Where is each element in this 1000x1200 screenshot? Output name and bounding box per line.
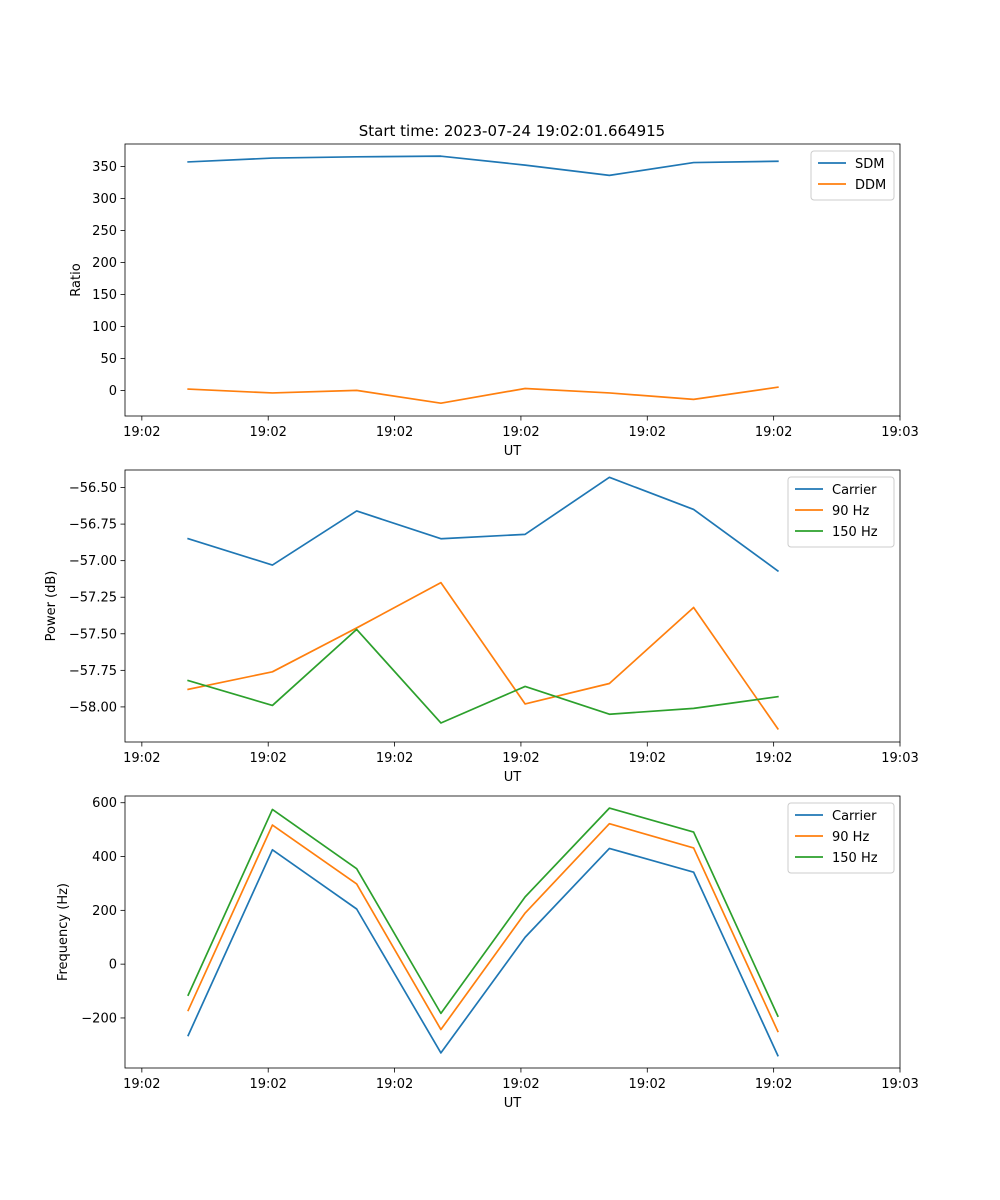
chart-2-legend-label-150-hz: 150 Hz xyxy=(832,525,878,540)
chart-3-ytick-label: 0 xyxy=(109,958,117,973)
chart-1-xtick-label: 19:02 xyxy=(376,425,413,440)
chart-1-series-sdm xyxy=(187,155,779,177)
chart-2-xtick-label: 19:03 xyxy=(881,751,918,766)
chart-2-ytick-label: −56.75 xyxy=(69,518,117,533)
chart-1-ytick-label: 150 xyxy=(92,288,117,303)
chart-2-ytick-label: −57.00 xyxy=(69,554,117,569)
chart-3-xtick-label: 19:02 xyxy=(249,1077,286,1092)
chart-2-ytick-label: −58.00 xyxy=(69,700,117,715)
chart-2-xlabel: UT xyxy=(504,770,522,785)
chart-1-legend-label-ddm: DDM xyxy=(855,178,886,193)
chart-3-ylabel: Frequency (Hz) xyxy=(56,883,71,981)
chart-3-xtick-label: 19:02 xyxy=(502,1077,539,1092)
chart-2-xtick-label: 19:02 xyxy=(502,751,539,766)
chart-1-ylabel: Ratio xyxy=(69,263,84,296)
chart-2-xtick-label: 19:02 xyxy=(123,751,160,766)
chart-3-xtick-label: 19:02 xyxy=(123,1077,160,1092)
chart-1-xtick-label: 19:02 xyxy=(123,425,160,440)
chart-1-ytick-label: 100 xyxy=(92,320,117,335)
chart-3-legend-label-90-hz: 90 Hz xyxy=(832,830,869,845)
chart-3-legend: Carrier 90 Hz 150 Hz xyxy=(787,802,895,874)
chart-3-ytick-label: 400 xyxy=(92,850,117,865)
chart-2-ylabel: Power (dB) xyxy=(44,571,59,642)
chart-2: 19:02 19:02 19:02 19:02 19:02 19:02 19:03 −58.0… xyxy=(44,469,919,785)
chart-3-xtick-label: 19:02 xyxy=(376,1077,413,1092)
chart-1-xlabel: UT xyxy=(504,444,522,459)
chart-1-ytick-label: 200 xyxy=(92,256,117,271)
chart-3-legend-label-150-hz: 150 Hz xyxy=(832,851,878,866)
chart-3-series-150-hz xyxy=(187,807,779,1018)
chart-3-xlabel: UT xyxy=(504,1096,522,1111)
chart-2-xtick-label: 19:02 xyxy=(249,751,286,766)
chart-2-ytick-label: −57.25 xyxy=(69,591,117,606)
chart-1-xtick-label: 19:02 xyxy=(502,425,539,440)
figure-title: Start time: 2023-07-24 19:02:01.664915 xyxy=(359,122,665,140)
chart-1-plot-area xyxy=(124,143,901,417)
chart-2-xtick-label: 19:02 xyxy=(755,751,792,766)
chart-2-legend-frame xyxy=(787,476,895,548)
chart-1-ytick-label: 350 xyxy=(92,160,117,175)
chart-3-xtick-label: 19:02 xyxy=(755,1077,792,1092)
chart-2-xtick-label: 19:02 xyxy=(629,751,666,766)
chart-2-series-90-hz xyxy=(187,581,780,731)
charts: 19:02 19:02 19:02 19:02 19:02 19:02 19:03 0 50 10… xyxy=(44,143,919,1111)
chart-3-legend-label-carrier: Carrier xyxy=(832,809,877,824)
chart-2-ytick-label: −56.50 xyxy=(69,481,117,496)
chart-1-ytick-label: 250 xyxy=(92,224,117,239)
chart-1-xtick-label: 19:02 xyxy=(629,425,666,440)
chart-2-legend: Carrier 90 Hz 150 Hz xyxy=(787,476,895,548)
chart-1-ytick-label: 50 xyxy=(100,352,117,367)
chart-1-xtick-label: 19:02 xyxy=(249,425,286,440)
chart-2-series-150-hz xyxy=(187,628,779,724)
chart-3: 19:02 19:02 19:02 19:02 19:02 19:02 19:03 −200 0… xyxy=(56,795,919,1111)
chart-3-xtick-label: 19:02 xyxy=(629,1077,666,1092)
chart-3-ytick-label: 600 xyxy=(92,796,117,811)
chart-3-ytick-label: −200 xyxy=(81,1011,117,1026)
chart-2-legend-label-90-hz: 90 Hz xyxy=(832,504,869,519)
chart-1-ytick-label: 300 xyxy=(92,192,117,207)
chart-3-xtick-label: 19:03 xyxy=(881,1077,918,1092)
chart-1: 19:02 19:02 19:02 19:02 19:02 19:02 19:03 0 50 10… xyxy=(69,143,919,459)
chart-2-ytick-label: −57.75 xyxy=(69,664,117,679)
chart-1-xtick-label: 19:02 xyxy=(755,425,792,440)
chart-3-ytick-label: 200 xyxy=(92,904,117,919)
chart-1-legend-label-sdm: SDM xyxy=(855,157,884,172)
chart-2-plot-area xyxy=(124,469,901,743)
chart-3-series-carrier xyxy=(187,847,779,1057)
chart-2-series-carrier xyxy=(187,476,780,573)
chart-1-legend: SDM DDM xyxy=(810,150,895,201)
chart-1-ytick-label: 0 xyxy=(109,384,117,399)
chart-3-series-90-hz xyxy=(187,822,779,1033)
chart-2-ytick-label: −57.50 xyxy=(69,627,117,642)
chart-1-series-ddm xyxy=(187,386,779,405)
chart-2-xtick-label: 19:02 xyxy=(376,751,413,766)
chart-3-plot-area xyxy=(124,795,901,1069)
chart-1-xtick-label: 19:03 xyxy=(881,425,918,440)
chart-3-legend-frame xyxy=(787,802,895,874)
chart-2-legend-label-carrier: Carrier xyxy=(832,483,877,498)
